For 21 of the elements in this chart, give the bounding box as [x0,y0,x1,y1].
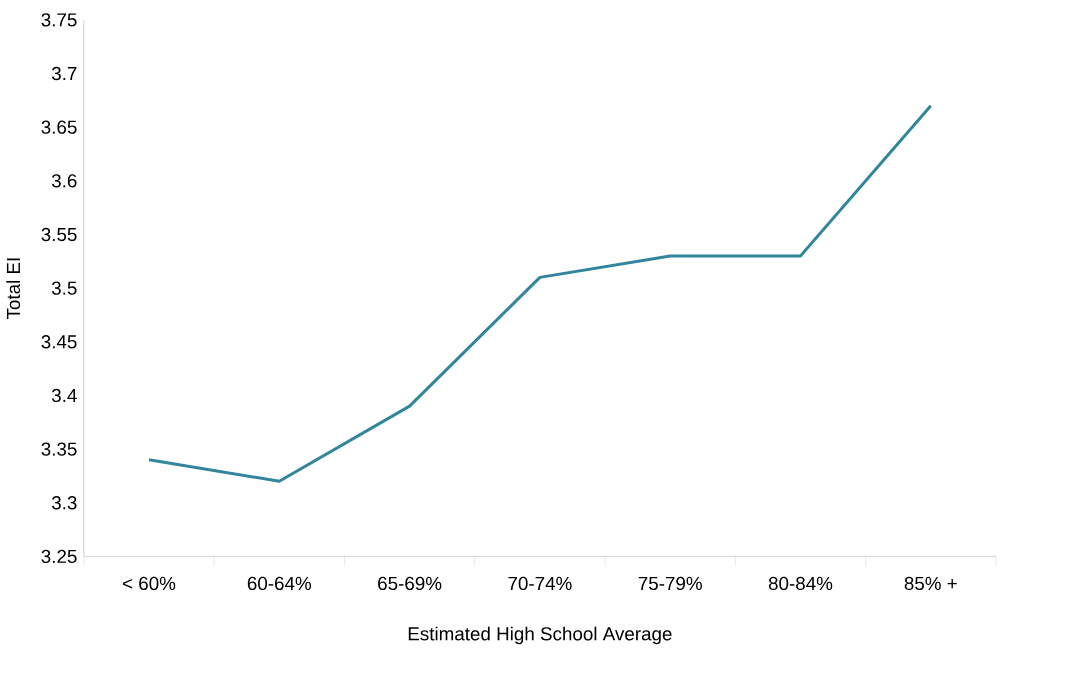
y-tick-label: 3.4 [51,388,77,403]
line-series [147,104,933,483]
y-tick-label: 3.75 [41,13,77,27]
y-tick-label: 3.7 [51,67,77,81]
y-tick-label: 3.45 [41,335,77,349]
y-tick-label: 3.65 [41,120,77,135]
y-axis-title: Total EI [6,258,21,320]
y-tick-label: 3.25 [41,549,77,564]
y-tick-label: 3.35 [41,442,77,456]
x-tick-label: < 60% [122,576,176,591]
x-axis-title: Estimated High School Average [408,626,672,645]
x-tick-label: 60-64% [247,576,312,591]
y-tick-label: 3.6 [51,174,77,188]
x-tick-label: 85% + [904,576,957,591]
y-tick-label: 3.55 [41,228,77,242]
x-tick-label: 80-84% [768,576,833,591]
y-tick-label: 3.3 [51,496,77,510]
x-tick-label: 75-79% [638,576,702,591]
y-tick-label: 3.5 [51,281,77,295]
x-tick-label: 70-74% [508,576,572,591]
x-tick-label: 65-69% [378,576,442,591]
